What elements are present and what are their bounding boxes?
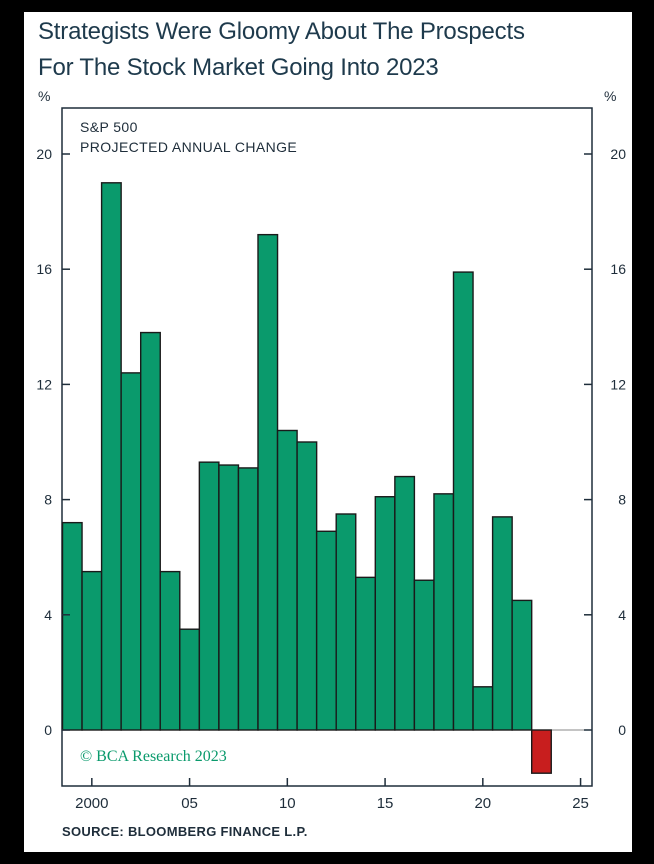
x-tick-label-2020: 20 bbox=[474, 795, 491, 812]
bar-2014 bbox=[355, 576, 376, 731]
bar-2023 bbox=[531, 729, 552, 774]
y-tick-label-right-4: 4 bbox=[618, 607, 626, 623]
watermark: © BCA Research 2023 bbox=[80, 748, 227, 765]
y-tick-label-right-20: 20 bbox=[610, 146, 626, 162]
bar-2005 bbox=[179, 628, 201, 731]
bar-2008 bbox=[237, 467, 259, 731]
bar-2006 bbox=[198, 461, 220, 731]
y-tick-label-left-4: 4 bbox=[44, 607, 52, 623]
bar-2010 bbox=[276, 429, 298, 731]
inset-label-1: S&P 500 bbox=[80, 119, 138, 135]
y-tick-label-right-0: 0 bbox=[618, 722, 626, 738]
bar-1999 bbox=[61, 521, 83, 731]
inset-label-2: PROJECTED ANNUAL CHANGE bbox=[80, 139, 297, 155]
y-tick-label-left-0: 0 bbox=[44, 722, 52, 738]
bar-2013 bbox=[335, 513, 357, 731]
bar-2002 bbox=[120, 372, 142, 731]
bar-2000 bbox=[81, 570, 103, 731]
x-tick-label-2015: 15 bbox=[377, 795, 394, 812]
bar-2017 bbox=[413, 579, 435, 731]
x-tick-label-2010: 10 bbox=[279, 795, 296, 812]
bar-2021 bbox=[491, 516, 513, 731]
bar-2022 bbox=[511, 599, 533, 731]
y-tick-label-right-12: 12 bbox=[610, 376, 626, 392]
plot-frame bbox=[61, 107, 593, 787]
bar-2020 bbox=[472, 686, 494, 731]
y-tick-label-left-8: 8 bbox=[44, 492, 52, 508]
bar-2004 bbox=[159, 570, 181, 731]
x-tick-label-2005: 05 bbox=[181, 795, 198, 812]
bar-2016 bbox=[394, 475, 416, 731]
bar-2019 bbox=[452, 271, 474, 731]
bar-2009 bbox=[257, 233, 279, 731]
source-note: SOURCE: BLOOMBERG FINANCE L.P. bbox=[62, 824, 308, 839]
y-tick-label-left-20: 20 bbox=[36, 146, 52, 162]
y-axis-unit-right: % bbox=[604, 88, 617, 104]
bar-2012 bbox=[315, 530, 337, 731]
bar-2018 bbox=[433, 493, 455, 731]
x-tick-label-2000: 2000 bbox=[75, 795, 108, 812]
bar-2001 bbox=[100, 182, 122, 731]
x-tick-label-2025: 25 bbox=[572, 795, 589, 812]
y-tick-label-left-16: 16 bbox=[36, 261, 52, 277]
bar-2011 bbox=[296, 441, 318, 731]
bar-2003 bbox=[139, 331, 161, 731]
bar-2015 bbox=[374, 496, 396, 731]
y-axis-unit-left: % bbox=[38, 88, 51, 104]
chart-title-line-1: Strategists Were Gloomy About The Prospe… bbox=[38, 18, 525, 45]
y-tick-label-left-12: 12 bbox=[36, 376, 52, 392]
bar-2007 bbox=[218, 464, 240, 731]
chart-title-line-2: For The Stock Market Going Into 2023 bbox=[38, 54, 439, 81]
y-tick-label-right-16: 16 bbox=[610, 261, 626, 277]
y-tick-label-right-8: 8 bbox=[618, 492, 626, 508]
